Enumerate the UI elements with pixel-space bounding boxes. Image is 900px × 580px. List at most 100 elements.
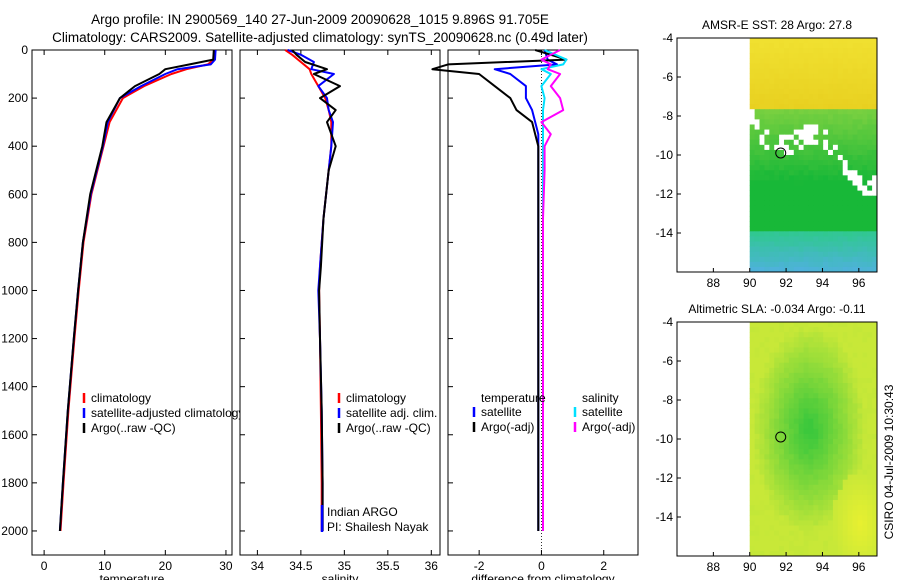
map-cell [852,540,858,547]
map-cell [749,175,756,181]
map-cell [842,63,849,69]
map-cell [803,469,809,476]
salinity-panel: 34 34.5 35 35.5 36salinityclimatologysatelli… [239,49,441,580]
map-cell [828,403,834,409]
map-cell [749,236,756,242]
map-cell [828,433,834,440]
map-cell [852,216,858,222]
map-cell [832,413,839,420]
map-cell [798,165,804,171]
map-cell [779,109,785,115]
map-cell [754,200,760,207]
map-cell [852,119,858,125]
map-cell [857,99,863,105]
map-cell [779,38,785,44]
map-cell [862,256,868,263]
map-cell [808,38,814,44]
map-cell [764,352,770,359]
map-cell [818,413,824,420]
map-cell [783,119,790,125]
map-cell [793,433,800,440]
map-cell [813,99,819,105]
map-cell [749,170,756,176]
map-cell [779,550,785,557]
map-cell [832,109,839,115]
map-cell [857,68,863,75]
map-cell [754,372,760,379]
map-cell [828,377,834,384]
map-cell [813,454,819,460]
map-cell [828,439,834,445]
map-cell [852,449,858,455]
map-cell [842,540,849,547]
map-cell [783,231,790,237]
map-cell [798,266,804,273]
map-cell [754,109,760,115]
map-cell [852,383,858,389]
map-cell [867,439,873,445]
map-cell [754,149,760,156]
map-cell [818,165,824,171]
map-cell [828,372,834,379]
map-cell [788,185,795,192]
map-cell [847,433,853,440]
map-cell [798,205,804,212]
map-cell [803,418,809,425]
map-cell [798,180,804,186]
map-cell [769,216,775,222]
map-cell [779,73,785,80]
map-cell [788,109,795,115]
map-cell [828,352,834,359]
map-cell [842,505,849,511]
map-cell [857,231,863,237]
map-cell [847,246,853,253]
map-cell [842,388,849,394]
map-cell [769,433,775,440]
map-cell [842,241,849,247]
map-cell [803,58,809,64]
map-cell [828,494,834,501]
map-cell [788,367,795,374]
map-cell [783,221,790,227]
map-cell [828,515,834,521]
map-cell [828,484,834,491]
map-cell [842,423,849,430]
map-cell [828,327,834,333]
map-cell [803,337,809,343]
map-cell [774,423,780,430]
map-cell [808,444,814,450]
map-cell [832,231,839,237]
map-cell [788,144,795,151]
map-cell [813,38,819,44]
map-cell [828,119,834,125]
map-cell [872,327,878,333]
map-cell [808,510,814,516]
map-cell [852,129,858,136]
map-cell [793,500,800,506]
map-cell [764,510,770,516]
map-cell [823,439,829,445]
x-tick-label: 0 [41,559,48,573]
map-cell [808,439,814,445]
map-cell [769,114,775,120]
map-cell [813,372,819,379]
map-cell [783,413,790,420]
map-cell [842,362,849,369]
map-cell [813,149,819,156]
map-cell [808,540,814,547]
map-cell [788,545,795,552]
map-cell [779,124,785,130]
map-cell [783,327,790,333]
map-cell [837,266,844,273]
map-cell [749,221,756,227]
map-cell [852,403,858,409]
map-cell [808,210,814,217]
map-cell [774,104,780,110]
map-cell [862,139,868,146]
map-cell [852,372,858,379]
map-cell [769,160,775,166]
map-cell [798,525,804,531]
map-cell [872,484,878,491]
map-cell [862,226,868,232]
map-cell [774,398,780,404]
